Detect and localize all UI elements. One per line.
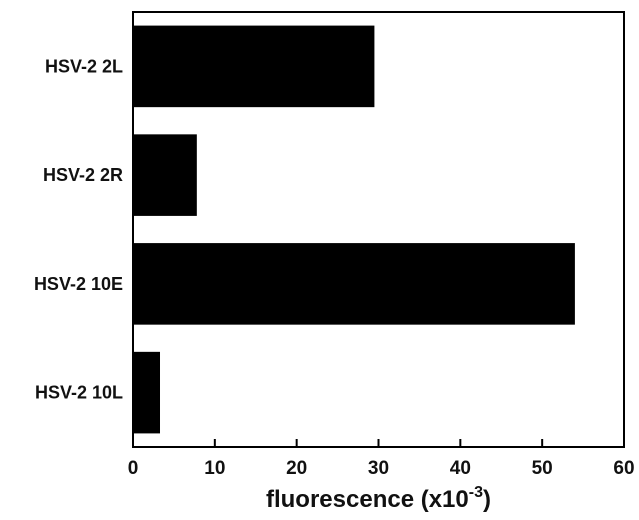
category-label: HSV-2 10E <box>34 274 123 294</box>
category-labels-group: HSV-2 2L HSV-2 2R HSV-2 10E HSV-2 10L <box>34 56 123 402</box>
category-label: HSV-2 10L <box>35 383 123 403</box>
x-axis-title: fluorescence (x10-3) <box>266 484 491 513</box>
x-tick-label: 20 <box>286 458 307 479</box>
x-axis-title-main: fluorescence (x10 <box>266 486 469 513</box>
bar-hsv-2-10l <box>133 351 161 434</box>
category-label: HSV-2 2R <box>43 165 123 185</box>
x-tick-label: 40 <box>450 458 471 479</box>
bar-hsv-2-2l <box>133 25 375 108</box>
bars-group <box>133 25 575 434</box>
x-axis-title-superscript: -3 <box>469 484 483 501</box>
x-tick-label: 0 <box>128 458 139 479</box>
x-tick-label: 10 <box>204 458 225 479</box>
bar-hsv-2-2r <box>133 134 197 216</box>
x-tick-label: 50 <box>532 458 553 479</box>
category-label: HSV-2 2L <box>45 56 123 76</box>
x-tick-label: 60 <box>613 458 634 479</box>
bar-hsv-2-10e <box>133 243 575 325</box>
x-ticks-group: 0 10 20 30 40 50 60 <box>128 439 635 479</box>
x-tick-label: 30 <box>368 458 389 479</box>
x-axis-title-suffix: ) <box>483 486 491 513</box>
